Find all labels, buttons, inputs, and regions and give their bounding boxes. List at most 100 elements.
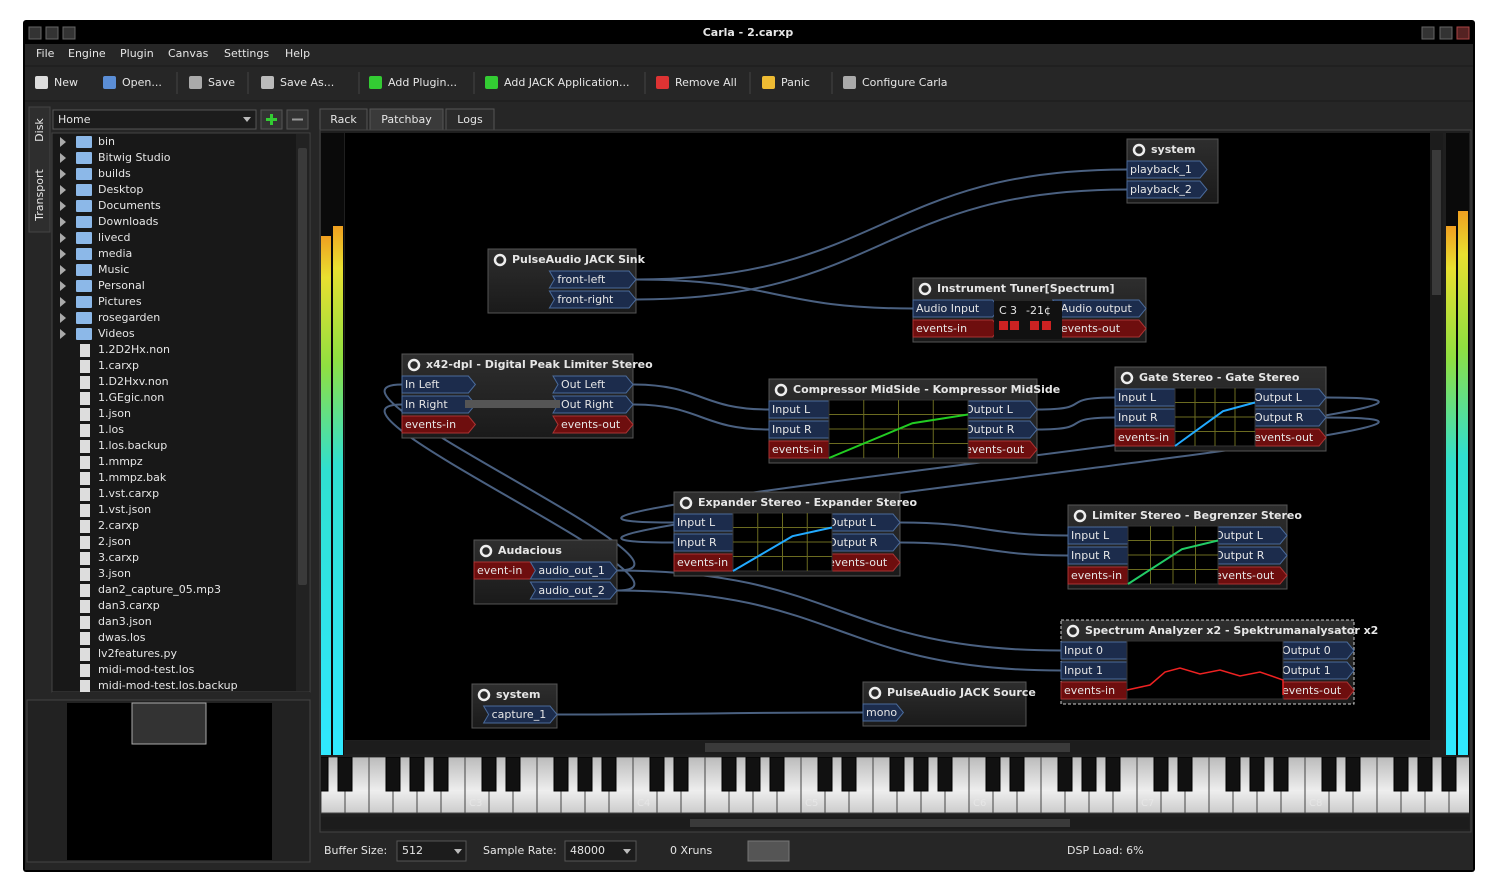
node[interactable]: PulseAudio JACK Source mono <box>862 681 1036 727</box>
menu-item[interactable]: Canvas <box>168 47 209 60</box>
input-port[interactable] <box>401 395 477 414</box>
file-item[interactable]: dan3.carxp <box>98 599 160 612</box>
black-key[interactable] <box>721 757 737 792</box>
toolbar-button[interactable]: Panic <box>781 76 810 89</box>
file-item[interactable]: lv2features.py <box>98 647 177 660</box>
folder-item[interactable]: Videos <box>98 327 135 340</box>
extra-button[interactable] <box>1456 26 1470 40</box>
black-key[interactable] <box>841 757 857 792</box>
black-key[interactable] <box>937 757 953 792</box>
menu-item[interactable]: Help <box>285 47 310 60</box>
black-key[interactable] <box>1249 757 1265 792</box>
black-key[interactable] <box>889 757 905 792</box>
file-item[interactable]: 1.D2Hxv.non <box>98 375 169 388</box>
output-port[interactable] <box>552 375 634 394</box>
black-key[interactable] <box>577 757 593 792</box>
output-port[interactable] <box>529 581 618 600</box>
toolbar-button[interactable]: New <box>54 76 78 89</box>
toolbar-button[interactable]: Configure Carla <box>862 76 948 89</box>
file-item[interactable]: 2.carxp <box>98 519 139 532</box>
black-key[interactable] <box>985 757 1001 792</box>
file-item[interactable]: 1.vst.json <box>98 503 151 516</box>
black-key[interactable] <box>649 757 665 792</box>
output-port[interactable] <box>548 270 637 289</box>
side-tab[interactable]: Transport <box>33 169 46 222</box>
toolbar-icon[interactable] <box>762 76 775 89</box>
toolbar-icon[interactable] <box>656 76 669 89</box>
black-key[interactable] <box>1417 757 1433 792</box>
kb-scroll-thumb[interactable] <box>690 819 1070 827</box>
folder-item[interactable]: Desktop <box>98 183 143 196</box>
black-key[interactable] <box>433 757 449 792</box>
toolbar-button[interactable]: Remove All <box>675 76 737 89</box>
file-item[interactable]: 1.carxp <box>98 359 139 372</box>
toolbar-icon[interactable] <box>485 76 498 89</box>
menu-item[interactable]: Plugin <box>120 47 154 60</box>
black-key[interactable] <box>409 757 425 792</box>
black-key[interactable] <box>913 757 929 792</box>
black-key[interactable] <box>1490 757 1497 791</box>
black-key[interactable] <box>1105 757 1121 792</box>
folder-item[interactable]: Music <box>98 263 129 276</box>
folder-item[interactable]: Bitwig Studio <box>98 151 171 164</box>
location-combo[interactable] <box>52 109 257 130</box>
node[interactable]: PulseAudio JACK Sink front-left front-righ… <box>487 248 646 314</box>
file-item[interactable]: midi-mod-test.los.backup <box>98 679 238 692</box>
black-key[interactable] <box>817 757 833 792</box>
file-item[interactable]: 1.los.backup <box>98 439 167 452</box>
menu-item[interactable]: File <box>36 47 55 60</box>
tab-label[interactable]: Logs <box>457 113 483 126</box>
toolbar-button[interactable]: Open... <box>122 76 162 89</box>
input-port[interactable] <box>862 703 905 722</box>
toolbar-button[interactable]: Save As... <box>280 76 334 89</box>
black-key[interactable] <box>601 757 617 792</box>
black-key[interactable] <box>1225 757 1241 792</box>
file-item[interactable]: 1.json <box>98 407 131 420</box>
xrun-reset[interactable] <box>747 840 790 862</box>
black-key[interactable] <box>673 757 689 792</box>
file-item[interactable]: 2.json <box>98 535 131 548</box>
buffer-combo[interactable] <box>396 840 467 862</box>
black-key[interactable] <box>314 757 329 792</box>
black-key[interactable] <box>385 757 401 792</box>
minimap-thumb[interactable] <box>131 702 207 745</box>
keep-button[interactable] <box>1439 26 1453 40</box>
black-key[interactable] <box>505 757 521 792</box>
file-item[interactable]: 1.los <box>98 423 124 436</box>
black-key[interactable] <box>1081 757 1097 792</box>
black-key[interactable] <box>481 757 497 792</box>
file-item[interactable]: 3.carxp <box>98 551 139 564</box>
output-port[interactable] <box>529 561 618 580</box>
folder-item[interactable]: media <box>98 247 132 260</box>
black-key[interactable] <box>1345 757 1361 792</box>
input-port[interactable] <box>401 375 477 394</box>
toolbar-icon[interactable] <box>189 76 202 89</box>
file-item[interactable]: 1.vst.carxp <box>98 487 159 500</box>
toolbar-button[interactable]: Save <box>208 76 235 89</box>
close-button[interactable] <box>28 26 42 40</box>
minimize-button[interactable] <box>45 26 59 40</box>
node[interactable]: Audacious event-in audio_out_1 audio_out_2 <box>473 539 618 605</box>
file-item[interactable]: dwas.los <box>98 631 146 644</box>
toolbar-icon[interactable] <box>35 76 48 89</box>
black-key[interactable] <box>1441 757 1457 792</box>
shade-button[interactable] <box>1421 26 1435 40</box>
output-port[interactable] <box>548 290 637 309</box>
node[interactable]: system capture_1 <box>471 683 558 729</box>
toolbar-icon[interactable] <box>261 76 274 89</box>
black-key[interactable] <box>1273 757 1289 792</box>
folder-item[interactable]: Downloads <box>98 215 159 228</box>
tab-label[interactable]: Rack <box>330 113 357 126</box>
file-item[interactable]: 3.json <box>98 567 131 580</box>
output-port[interactable] <box>482 705 558 724</box>
toolbar-icon[interactable] <box>103 76 116 89</box>
black-key[interactable] <box>745 757 761 792</box>
black-key[interactable] <box>1393 757 1409 792</box>
input-port[interactable] <box>1126 160 1208 179</box>
menu-item[interactable]: Engine <box>68 47 106 60</box>
side-tab[interactable]: Disk <box>33 118 46 142</box>
output-port[interactable] <box>552 415 634 434</box>
black-key[interactable] <box>769 757 785 792</box>
file-item[interactable]: 1.mmpz <box>98 455 143 468</box>
toolbar-icon[interactable] <box>369 76 382 89</box>
